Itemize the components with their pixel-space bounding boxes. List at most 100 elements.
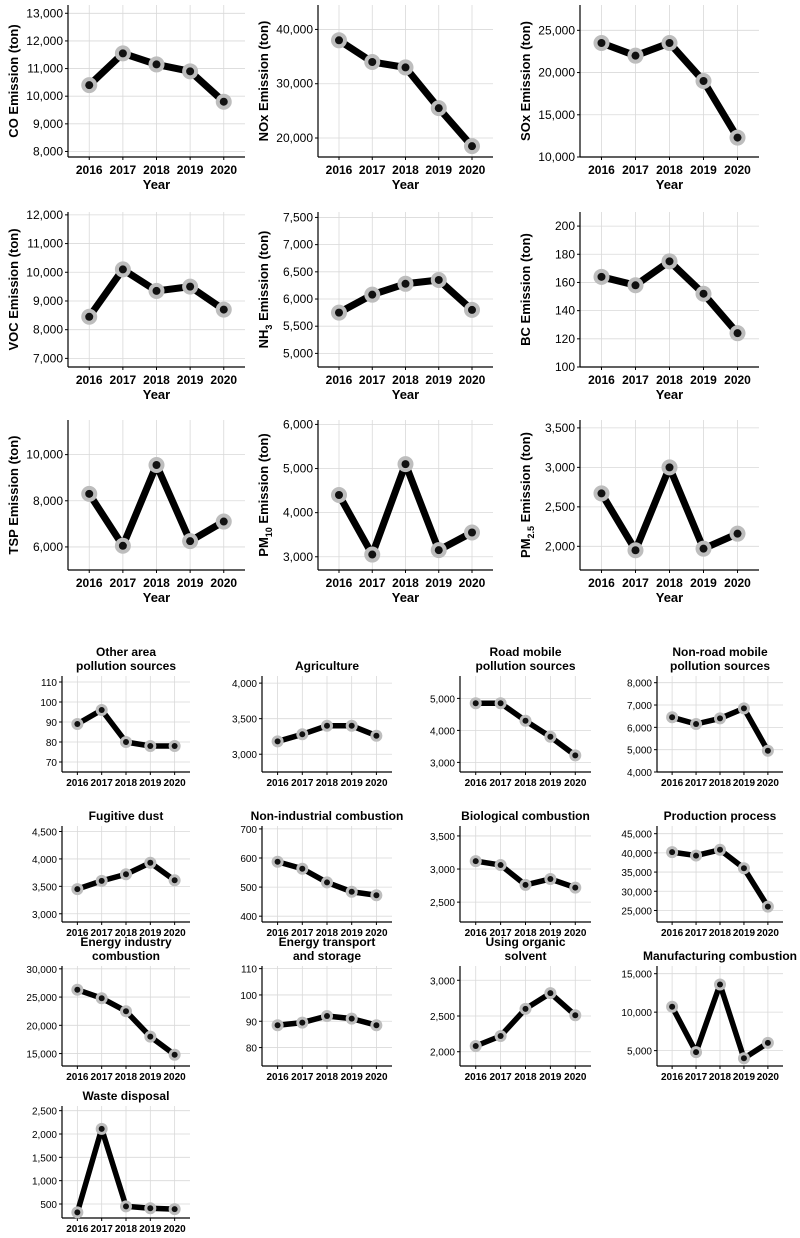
- y-tick-label: 700: [240, 825, 257, 836]
- x-tick-label: 2018: [115, 928, 138, 939]
- data-point-marker: [85, 489, 94, 498]
- y-tick-label: 4,500: [32, 827, 57, 838]
- y-tick-label: 2,500: [545, 500, 575, 514]
- data-point-marker: [373, 732, 380, 739]
- x-tick-label: 2016: [661, 1072, 684, 1083]
- y-tick-label: 2,500: [32, 1107, 57, 1118]
- x-tick-label: 2017: [91, 778, 114, 789]
- x-tick-label: 2017: [91, 1224, 114, 1235]
- x-tick-label: 2020: [459, 373, 486, 387]
- x-tick-label: 2018: [143, 373, 170, 387]
- x-tick-label: 2019: [733, 928, 756, 939]
- x-tick-label: 2016: [326, 163, 353, 177]
- x-tick-label: 2020: [564, 928, 587, 939]
- x-tick-label: 2017: [685, 1072, 708, 1083]
- data-point-2016: [593, 35, 610, 51]
- chart-title-line: Biological combustion: [461, 809, 590, 823]
- data-point-marker: [497, 1033, 504, 1039]
- chart-panel-pm10: 3,000 4,000 5,000 6,000 2016 2017 2018 2019 2020…: [256, 417, 493, 605]
- y-tick-label: 12,000: [26, 34, 63, 48]
- x-tick-label: 2020: [757, 928, 780, 939]
- x-tick-label: 2020: [757, 778, 780, 789]
- data-point-marker: [434, 104, 443, 113]
- x-tick-label: 2020: [724, 576, 751, 590]
- data-point-marker: [123, 739, 129, 745]
- x-axis-label: Year: [143, 387, 170, 402]
- x-tick-label: 2016: [76, 576, 103, 590]
- data-point-2017: [494, 697, 507, 710]
- y-axis-label-main: NOx Emission (ton): [256, 21, 271, 142]
- y-tick-label: 6,000: [627, 723, 652, 734]
- data-point-2017: [627, 277, 644, 294]
- data-point-2020: [370, 1019, 383, 1032]
- x-tick-label: 2017: [489, 778, 512, 789]
- chart-title-line: pollution sources: [475, 659, 575, 673]
- data-point-2018: [120, 1200, 132, 1213]
- y-tick-label: 40,000: [276, 22, 313, 36]
- data-point-2018: [397, 275, 414, 292]
- data-point-2018: [397, 456, 414, 473]
- chart-title-line: Energy transport: [279, 935, 376, 949]
- x-tick-label: 2018: [709, 928, 732, 939]
- y-tick-label: 11,000: [27, 62, 63, 76]
- x-tick-label: 2016: [76, 373, 103, 387]
- y-tick-label: 15,000: [621, 970, 652, 981]
- data-point-2018: [661, 253, 678, 270]
- y-tick-label: 3,000: [430, 976, 455, 987]
- x-tick-label: 2019: [139, 928, 162, 939]
- y-axis-label-rest: Emission (ton): [518, 432, 533, 526]
- x-tick-label: 2020: [210, 373, 237, 387]
- data-point-2017: [296, 1016, 309, 1029]
- x-axis-label: Year: [656, 590, 683, 605]
- data-point-marker: [717, 981, 723, 988]
- y-tick-label: 400: [240, 912, 257, 923]
- data-point-2016: [271, 735, 284, 748]
- data-point-2016: [331, 32, 347, 49]
- chart-title-line: pollution sources: [670, 659, 770, 673]
- x-tick-label: 2019: [733, 1072, 756, 1083]
- y-tick-label: 3,000: [545, 460, 575, 474]
- data-point-marker: [693, 852, 700, 859]
- x-tick-label: 2018: [316, 778, 339, 789]
- data-point-2017: [364, 286, 381, 303]
- y-tick-label: 110: [41, 678, 57, 689]
- y-tick-label: 7,500: [283, 210, 313, 224]
- data-point-2019: [430, 100, 447, 117]
- y-axis-label: CO Emission (ton): [6, 24, 21, 137]
- x-tick-label: 2018: [514, 928, 537, 939]
- chart-panel-co: 8,000 9,000 10,000 11,000 12,000 13,000 2016 20…: [6, 5, 245, 192]
- chart-panel-sox: 10,000 15,000 20,000 25,000 2016 2017 2018 2019…: [518, 5, 759, 192]
- x-axis-label: Year: [392, 387, 419, 402]
- x-tick-label: 2016: [66, 1072, 89, 1083]
- data-point-2020: [729, 129, 746, 146]
- data-point-marker: [152, 461, 161, 469]
- x-tick-label: 2016: [266, 1072, 289, 1083]
- y-tick-label: 2,500: [430, 1012, 455, 1023]
- data-point-2017: [114, 537, 131, 554]
- y-axis-label-main: VOC Emission (ton): [6, 228, 21, 350]
- y-tick-label: 30,000: [276, 77, 313, 91]
- x-tick-label: 2017: [622, 163, 649, 177]
- data-point-marker: [572, 752, 579, 759]
- y-tick-label: 30,000: [621, 887, 652, 898]
- data-point-marker: [699, 77, 708, 85]
- y-tick-label: 3,500: [232, 715, 257, 726]
- data-point-2020: [569, 749, 582, 762]
- y-tick-label: 10,000: [538, 150, 575, 164]
- data-point-2018: [714, 978, 726, 991]
- chart-title-line: and storage: [293, 949, 361, 963]
- data-point-2019: [144, 856, 157, 869]
- y-tick-label: 7,000: [627, 701, 652, 712]
- y-tick-label: 500: [240, 883, 257, 894]
- data-point-marker: [740, 1055, 747, 1062]
- x-axis-label: Year: [656, 387, 683, 402]
- data-point-2016: [469, 697, 482, 710]
- y-tick-label: 6,000: [283, 292, 313, 306]
- y-tick-label: 200: [555, 219, 575, 233]
- y-tick-label: 100: [40, 698, 57, 709]
- chart-panel-voc: 7,000 8,000 9,000 10,000 11,000 12,000 2016 201…: [6, 208, 245, 402]
- x-tick-label: 2017: [291, 1072, 314, 1083]
- x-tick-label: 2017: [291, 928, 314, 939]
- data-point-2017: [114, 45, 131, 62]
